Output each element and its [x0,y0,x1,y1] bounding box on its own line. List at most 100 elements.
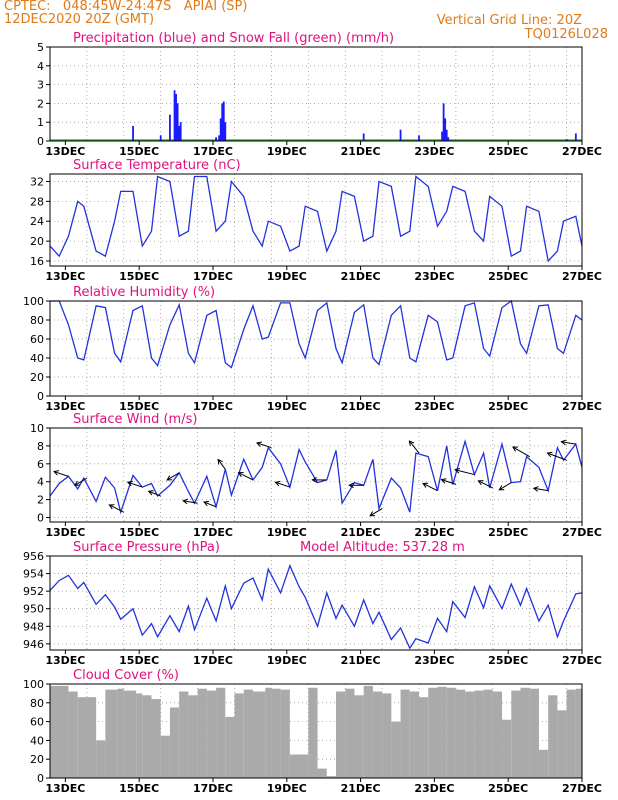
cloud-bar [428,687,438,778]
wind-arrow [547,452,567,461]
wind-arrowhead [532,486,539,492]
wind-arrowhead [237,472,244,478]
rh-xtick-label: 15DEC [119,400,159,413]
wind-xtick-label: 23DEC [414,526,454,539]
cloud-bar [548,695,558,778]
wind-frame [49,427,583,523]
rh-ytick-label: 40 [30,352,44,365]
precip-xtick-label: 21DEC [341,145,381,158]
cloud-bar [123,690,137,778]
cloud-xtick-label: 27DEC [562,782,602,795]
wind-xtick-label: 19DEC [267,526,307,539]
temp-xtick-label: 21DEC [341,270,381,283]
cloud-bar [409,691,420,778]
temp-xtick-label: 25DEC [488,270,528,283]
cloud-bar [372,691,383,778]
precip-bar [221,103,224,141]
precip-ytick-label: 1 [37,116,44,129]
wind-title: Surface Wind (m/s) [73,412,197,427]
precip-ytick-label: 2 [37,97,44,110]
wind-arrowhead [546,451,553,458]
wind-arrowhead [74,480,80,486]
cloud-xtick-label: 25DEC [488,782,528,795]
cloud-bar [474,690,484,778]
cloud-bar [354,695,364,778]
cloud-xtick-label: 19DEC [267,782,307,795]
rh-xtick-label: 23DEC [414,400,454,413]
precip-bar [444,118,447,141]
rh-ytick-label: 0 [37,390,44,403]
wind-arrowhead [422,482,429,488]
precip-frame [49,46,583,142]
wind-arrow [127,481,143,488]
temp-xtick-label: 17DEC [193,270,233,283]
wind-arrow [203,501,217,508]
wind-arrowhead [512,446,518,452]
precip-bar [418,135,420,141]
precip-bar [445,129,448,141]
wind-arrow [148,490,161,497]
precip-xtick-label: 23DEC [414,145,454,158]
run-time-label: 12DEC2020 20Z (GMT) [4,12,155,27]
precip-bar [219,118,222,141]
temp-xtick-label: 13DEC [45,270,85,283]
precip-xtick-label: 17DEC [193,145,233,158]
wind-arrowhead [477,480,484,486]
precip-bar [362,133,365,141]
temp-xtick-label: 27DEC [562,270,602,283]
wind-xtick-label: 13DEC [45,526,85,539]
wind-xtick-label: 27DEC [562,526,602,539]
cloud-bar [68,691,78,778]
pressure-xtick-label: 19DEC [267,654,307,667]
wind-arrow [561,441,576,445]
precip-bar [132,125,134,141]
wind-series-line [49,439,583,515]
wind-xtick-label: 17DEC [193,526,233,539]
wind-arrow [455,469,475,476]
cloud-bar [538,749,549,778]
model-code-label: TQ0126L028 [524,27,608,42]
cloud-bar [179,691,189,778]
wind-arrowhead [440,478,447,484]
cloud-ytick-label: 100 [23,678,44,691]
wind-arrow [478,480,494,489]
wind-arrow [369,508,383,517]
rh-title: Relative Humidity (%) [73,285,215,300]
wind-ytick-label: 0 [37,512,44,525]
wind-arrow [109,504,125,513]
cloud-bar [117,688,124,778]
temp-ytick-label: 16 [30,255,44,268]
precip-ytick-label: 5 [37,41,44,54]
cloud-bar [446,687,456,778]
cloud-bar [271,688,281,778]
cloud-bar [419,697,429,778]
wind-arrowhead [348,482,354,489]
wind-arrowhead [560,439,567,446]
cloud-bar [197,688,207,778]
temp-ytick-label: 28 [30,195,44,208]
rh-ytick-label: 80 [30,314,44,327]
cloud-xtick-label: 17DEC [193,782,233,795]
cloud-bar [216,687,226,778]
precip-xtick-label: 15DEC [119,145,159,158]
cloud-xtick-label: 21DEC [341,782,381,795]
wind-arrowhead [108,504,115,510]
precip-ytick-label: 0 [37,135,44,148]
wind-arrowhead [311,477,317,483]
wind-arrow [275,481,291,488]
wind-ytick-label: 2 [37,494,44,507]
temp-ytick-label: 24 [30,215,44,228]
temp-xtick-label: 23DEC [414,270,454,283]
wind-arrowhead [203,500,210,507]
wind-arrow [256,442,272,449]
precip-bar [173,90,176,141]
wind-arrowhead [166,475,173,481]
precip-xtick-label: 19DEC [267,145,307,158]
wind-arrow [409,440,420,454]
wind-arrow [499,482,512,491]
pressure-xtick-label: 25DEC [488,654,528,667]
temp-xtick-label: 19DEC [267,270,307,283]
cloud-bar [308,687,318,778]
cloud-bar [557,710,567,778]
cloud-xtick-label: 23DEC [414,782,454,795]
